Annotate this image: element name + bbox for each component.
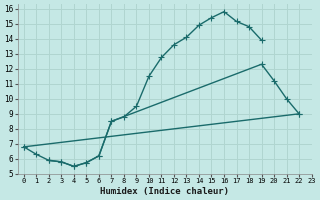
X-axis label: Humidex (Indice chaleur): Humidex (Indice chaleur) [100, 187, 229, 196]
